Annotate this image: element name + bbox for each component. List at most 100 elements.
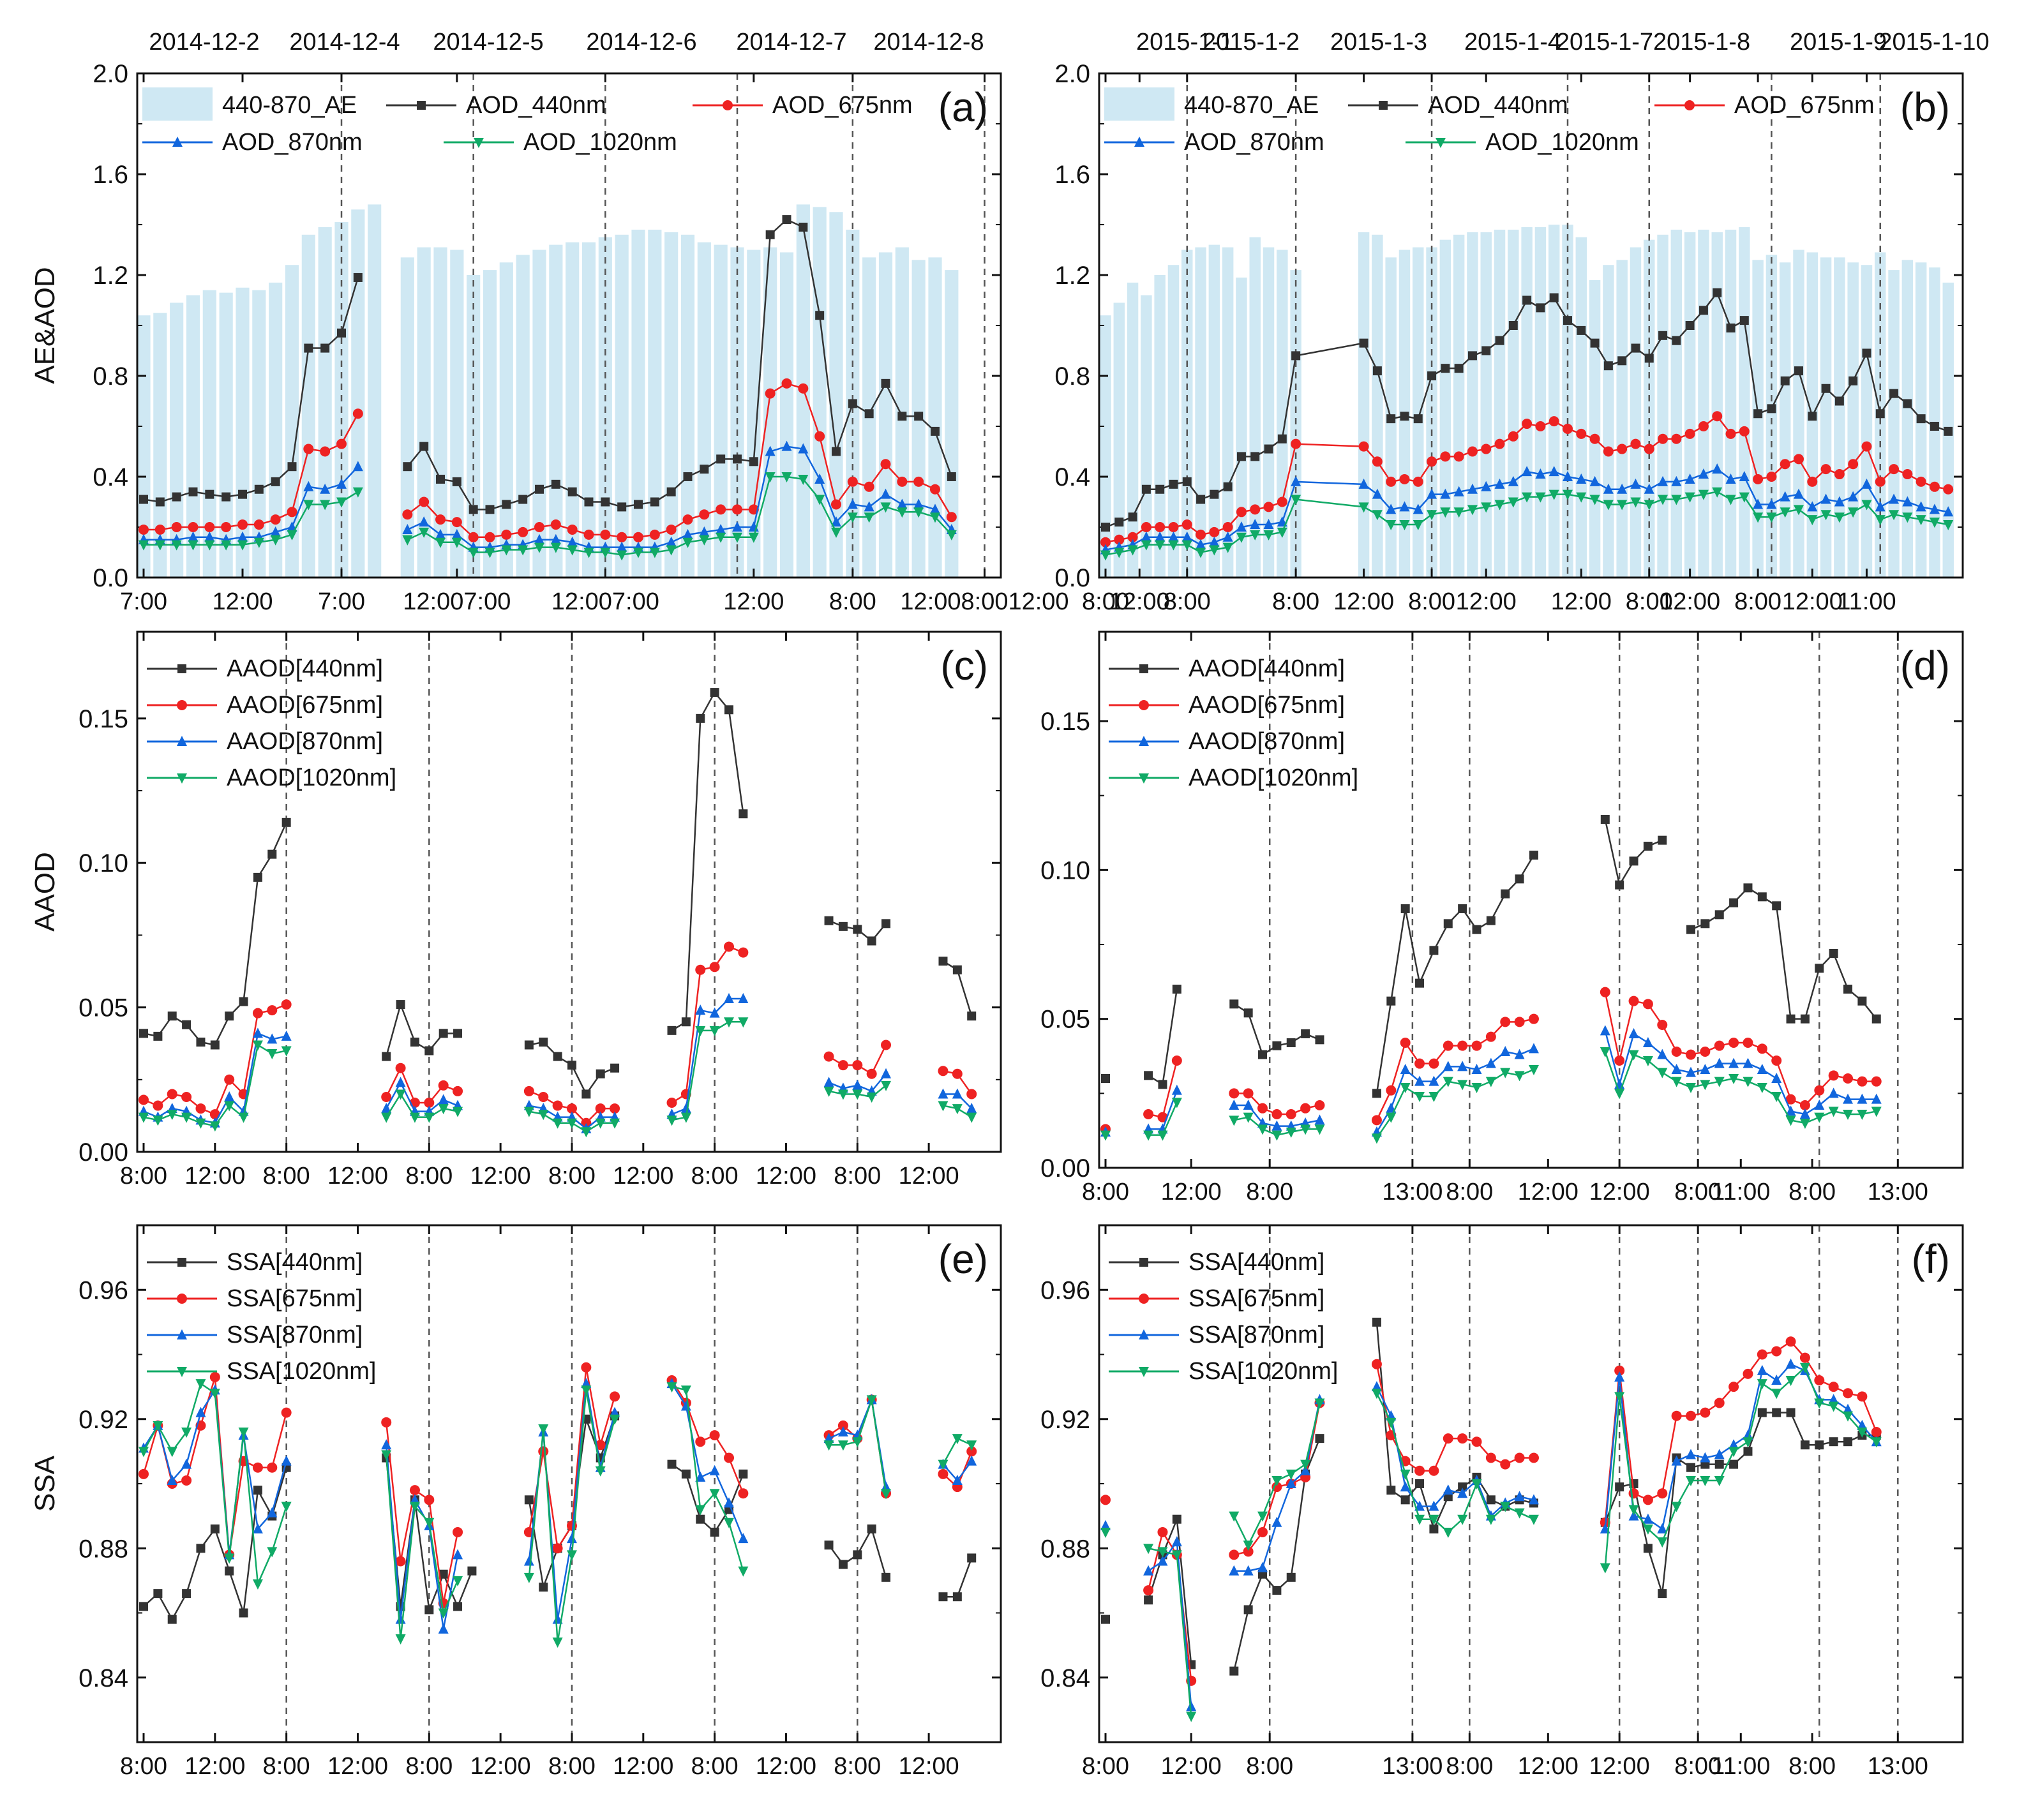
data-point xyxy=(1171,1098,1182,1108)
data-point xyxy=(1372,488,1383,499)
y-tick-label: 1.2 xyxy=(93,262,128,290)
data-point xyxy=(1861,478,1872,489)
data-point xyxy=(1457,1061,1468,1071)
data-point xyxy=(252,1027,263,1038)
data-point xyxy=(1657,1020,1668,1030)
data-point xyxy=(601,497,610,507)
data-point xyxy=(695,964,706,975)
data-point xyxy=(167,1447,177,1458)
x-tick-label: 13:00 xyxy=(1868,1753,1928,1780)
data-point xyxy=(221,540,232,551)
data-point xyxy=(1943,520,1954,531)
ae-bar xyxy=(433,247,447,578)
data-point xyxy=(709,1489,720,1500)
data-point xyxy=(1685,1083,1696,1093)
data-point xyxy=(1726,323,1736,332)
data-point xyxy=(1644,483,1654,494)
data-point xyxy=(1535,421,1546,431)
x-tick-label: 8:00 xyxy=(834,1163,881,1190)
data-point xyxy=(897,507,908,518)
data-point xyxy=(1101,1615,1110,1624)
data-point xyxy=(238,1428,249,1438)
data-point xyxy=(1843,1403,1854,1414)
data-point xyxy=(1821,384,1831,393)
ae-bar xyxy=(1711,232,1723,578)
ae-bar xyxy=(1861,265,1873,578)
data-point xyxy=(881,378,890,388)
y-tick-label: 0.4 xyxy=(93,463,128,491)
legend-marker xyxy=(723,100,733,110)
data-point xyxy=(1536,303,1545,313)
x-tick-label: 12:00 xyxy=(756,1753,816,1780)
data-point xyxy=(1291,475,1301,486)
ae-bar xyxy=(615,234,629,578)
data-point xyxy=(1372,366,1382,376)
x-tick-label: 8:00 xyxy=(120,1163,167,1190)
x-tick-label: 8:00 xyxy=(1164,588,1211,615)
data-point xyxy=(1472,925,1481,934)
data-point xyxy=(468,548,479,558)
legend-marker xyxy=(474,138,484,148)
date-label: 2015-1-9 xyxy=(1790,29,1887,56)
data-point xyxy=(1272,1586,1282,1595)
data-point xyxy=(952,1474,963,1485)
data-point xyxy=(1243,1088,1254,1099)
data-point xyxy=(1471,1064,1482,1074)
panel-label: (d) xyxy=(1900,643,1950,689)
data-point xyxy=(287,462,297,472)
data-point xyxy=(1399,501,1410,512)
data-point xyxy=(1843,1110,1854,1120)
data-point xyxy=(567,536,578,547)
data-point xyxy=(650,497,659,507)
data-point xyxy=(1236,452,1246,461)
data-point xyxy=(1671,1077,1682,1087)
data-point xyxy=(438,1080,449,1091)
data-point xyxy=(1828,1401,1839,1412)
data-point xyxy=(1100,1519,1111,1530)
data-point xyxy=(1628,1488,1639,1499)
data-point xyxy=(732,504,742,515)
data-point xyxy=(847,476,858,487)
data-point xyxy=(1196,539,1206,549)
data-point xyxy=(1671,1502,1682,1512)
series-line xyxy=(1148,1548,1192,1717)
ae-bar xyxy=(1793,250,1804,578)
data-point xyxy=(270,535,281,546)
data-point xyxy=(1739,492,1750,503)
y-tick-label: 2.0 xyxy=(93,60,128,88)
legend-label: AOD_870nm xyxy=(222,129,363,156)
ae-bar xyxy=(581,242,596,578)
legend-swatch xyxy=(1104,87,1174,121)
data-point xyxy=(435,528,446,539)
data-point xyxy=(930,484,940,495)
ae-bar xyxy=(1616,260,1628,578)
data-point xyxy=(1617,444,1628,454)
data-point xyxy=(224,1101,235,1112)
data-point xyxy=(1614,1365,1625,1376)
x-tick-label: 8:00 xyxy=(691,1163,739,1190)
x-tick-label: 12:00 xyxy=(1109,588,1170,615)
data-point xyxy=(649,529,660,540)
data-point xyxy=(452,477,461,486)
data-point xyxy=(1314,1100,1325,1110)
data-point xyxy=(709,1007,720,1018)
data-point xyxy=(252,1462,263,1473)
data-point xyxy=(823,1440,834,1451)
data-point xyxy=(534,522,544,532)
data-point xyxy=(188,540,199,551)
data-point xyxy=(1728,1382,1739,1392)
data-point xyxy=(1400,412,1409,421)
data-point xyxy=(468,532,479,542)
ae-bar xyxy=(1154,275,1166,578)
data-point xyxy=(1386,1486,1396,1495)
data-point xyxy=(952,965,962,974)
data-point xyxy=(1600,987,1610,997)
data-point xyxy=(838,1560,848,1569)
data-point xyxy=(1243,1540,1254,1551)
ae-bar xyxy=(928,257,942,578)
data-point xyxy=(205,489,214,499)
data-point xyxy=(733,454,742,464)
data-point xyxy=(716,523,726,534)
data-point xyxy=(738,1533,749,1544)
data-point xyxy=(1843,1388,1854,1399)
